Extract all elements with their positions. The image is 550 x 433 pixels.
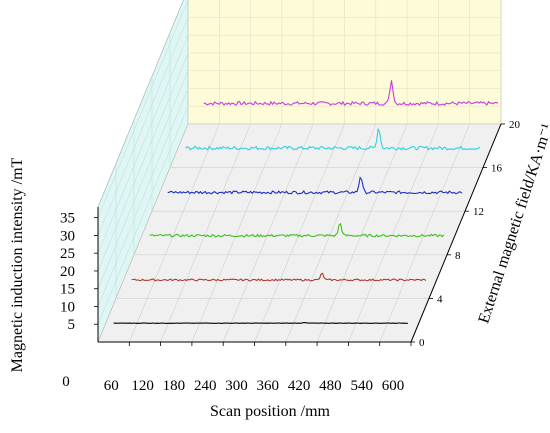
leftwall-grid-y <box>97 88 189 307</box>
z-tick-label: 20 <box>509 119 521 131</box>
y-tick-label: 20 <box>60 264 75 280</box>
floor-grid-x <box>254 123 345 343</box>
x-tick-label: 480 <box>319 378 342 394</box>
x-tick-label: 600 <box>382 378 405 394</box>
floor-grid-x <box>160 123 251 343</box>
x-origin-label: 0 <box>62 374 70 390</box>
z-tick-label: 4 <box>437 293 443 305</box>
floor-grid-x <box>222 123 314 343</box>
x-tick-label: 120 <box>131 378 154 394</box>
z-tick-label: 0 <box>419 337 425 349</box>
x-tick-label: 300 <box>225 378 248 394</box>
z-axis-line <box>410 123 502 343</box>
z-tick-label: 12 <box>473 206 484 218</box>
y-tick-label: 35 <box>60 211 75 227</box>
floor-grid-x <box>285 123 377 343</box>
x-tick-label: 540 <box>350 378 373 394</box>
series-line-z20 <box>203 80 499 106</box>
x-axis-title: Scan position /mm <box>210 403 331 420</box>
y-tick-label: 30 <box>60 228 75 244</box>
leftwall-grid-y <box>97 17 189 236</box>
leftwall-grid-y <box>97 106 189 325</box>
leftwall-grid-y <box>97 52 189 272</box>
floor-grid-x <box>129 123 220 343</box>
floor-grid-x <box>316 123 408 343</box>
floor-grid-x <box>191 123 283 343</box>
x-tick-label: 240 <box>194 378 217 394</box>
z-tick-label: 16 <box>491 163 503 175</box>
series-line-z16 <box>185 128 481 151</box>
x-tick-label: 420 <box>288 378 311 394</box>
series-line-z4 <box>131 272 427 282</box>
y-tick-label: 15 <box>60 282 75 298</box>
x-tick-label: 360 <box>257 378 280 394</box>
floor-grid-x <box>348 123 439 343</box>
x-tick-label: 180 <box>163 378 186 394</box>
floor-grid-x <box>379 123 470 343</box>
z-tick-label: 8 <box>455 250 461 262</box>
leftwall-grid-y <box>97 35 189 254</box>
x-tick-label: 60 <box>104 378 119 394</box>
leftwall-grid-y <box>97 0 189 218</box>
y-tick-label: 25 <box>60 246 75 262</box>
leftwall-grid-y <box>97 70 189 289</box>
series-line-z12 <box>167 176 463 195</box>
series-line-z0 <box>113 322 408 324</box>
y-tick-label: 10 <box>60 299 75 315</box>
y-tick-label: 5 <box>68 317 76 333</box>
series-line-z8 <box>149 222 445 238</box>
y-axis-title: Magnetic induction intensity /mT <box>9 157 26 372</box>
